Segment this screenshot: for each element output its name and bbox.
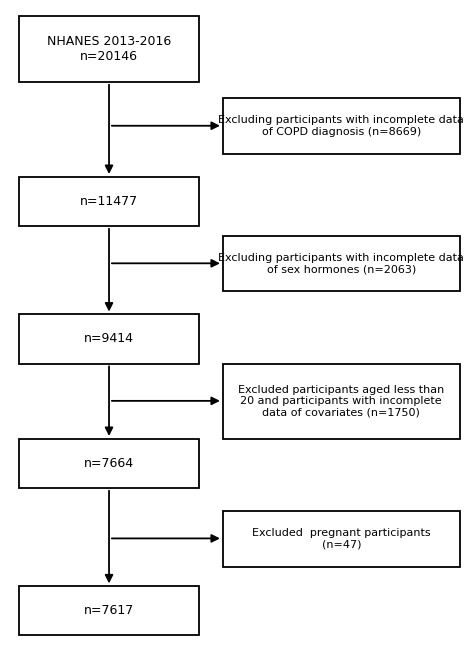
Text: n=11477: n=11477 [80,195,138,208]
FancyBboxPatch shape [19,439,199,488]
Text: Excluded  pregnant participants
(n=47): Excluded pregnant participants (n=47) [252,528,430,550]
Text: NHANES 2013-2016
n=20146: NHANES 2013-2016 n=20146 [47,35,171,63]
Text: n=7664: n=7664 [84,457,134,470]
FancyBboxPatch shape [19,314,199,364]
Text: Excluded participants aged less than
20 and participants with incomplete
data of: Excluded participants aged less than 20 … [238,384,445,418]
FancyBboxPatch shape [223,236,460,291]
FancyBboxPatch shape [19,586,199,635]
Text: Excluding participants with incomplete data
of COPD diagnosis (n=8669): Excluding participants with incomplete d… [219,115,464,137]
FancyBboxPatch shape [223,364,460,439]
FancyBboxPatch shape [223,511,460,567]
Text: n=9414: n=9414 [84,333,134,345]
FancyBboxPatch shape [223,98,460,154]
Text: Excluding participants with incomplete data
of sex hormones (n=2063): Excluding participants with incomplete d… [219,253,464,274]
Text: n=7617: n=7617 [84,605,134,617]
FancyBboxPatch shape [19,16,199,82]
FancyBboxPatch shape [19,177,199,226]
